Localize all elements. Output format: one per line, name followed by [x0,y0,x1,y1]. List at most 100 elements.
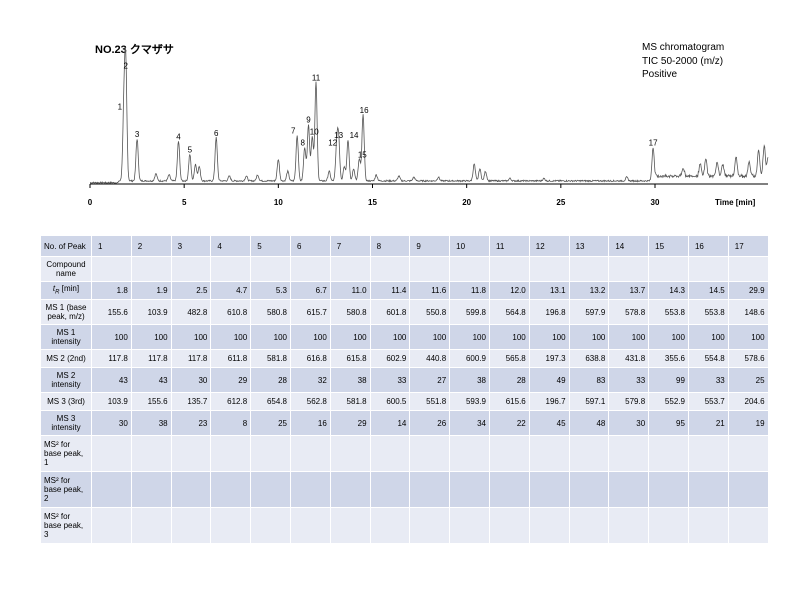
table-cell: 45 [528,410,570,436]
table-cell: 148.6 [727,299,769,325]
table-cell [289,507,331,544]
table-cell: 30 [170,367,212,393]
table-cell: 30 [91,410,132,436]
table-cell: 28 [488,367,530,393]
peak-label: 14 [350,131,359,140]
x-axis-label: Time [min] [715,198,756,207]
peak-label: 16 [360,106,369,115]
peak-label: 3 [135,130,140,139]
table-cell: 117.8 [170,349,212,368]
peak-number: 17 [727,235,769,257]
table-cell [449,256,490,282]
table-cell: 551.8 [409,392,451,411]
table-cell: 34 [449,410,490,436]
peak-label: 11 [312,74,321,83]
table-cell [488,256,530,282]
peak-number: 9 [409,235,451,257]
table-cell: 29 [329,410,371,436]
x-tick-label: 20 [462,198,471,207]
table-cell: 611.8 [210,349,252,368]
table-cell [91,507,132,544]
table-cell [687,435,729,472]
peak-label: 1 [118,102,123,111]
table-cell: 6.7 [289,281,331,300]
table-cell: 615.8 [329,349,371,368]
peak-number: 11 [488,235,530,257]
table-cell [170,507,212,544]
table-cell: 22 [488,410,530,436]
peak-number: 5 [250,235,291,257]
table-cell [91,256,132,282]
table-cell: 100 [91,324,132,350]
table-cell: 554.8 [687,349,729,368]
table-cell [369,471,411,508]
table-cell: 11.0 [329,281,371,300]
table-cell [727,256,769,282]
table-cell: 25 [250,410,291,436]
table-cell [648,435,689,472]
info-line-1: MS chromatogram [642,42,725,53]
table-cell: 579.8 [608,392,650,411]
table-cell: 12.0 [488,281,530,300]
table-cell [449,507,490,544]
table-cell: 14.3 [648,281,689,300]
table-cell: 5.3 [250,281,291,300]
table-cell: 638.8 [568,349,610,368]
table-cell [130,256,172,282]
table-cell [210,435,252,472]
table-cell [687,471,729,508]
table-cell: 29 [210,367,252,393]
table-cell [289,471,331,508]
table-cell: 16 [289,410,331,436]
table-cell [488,507,530,544]
table-cell: 597.1 [568,392,610,411]
table-cell: 14 [369,410,411,436]
table-cell: 654.8 [250,392,291,411]
table-row: MS 1 intensity 100 100 100 100 100 100 100 100 10… [40,324,769,350]
table-cell [250,256,291,282]
table-cell: 100 [608,324,650,350]
peak-label: 9 [306,116,311,125]
table-cell: 196.7 [528,392,570,411]
peak-label: 2 [124,62,129,71]
table-cell [250,435,291,472]
table-cell: 103.9 [130,299,172,325]
x-tick-label: 25 [556,198,565,207]
table-cell [170,435,212,472]
table-cell [608,256,650,282]
table-cell: 14.5 [687,281,729,300]
table-cell [727,471,769,508]
table-cell [608,507,650,544]
peak-number: 1 [91,235,132,257]
table-cell: 19 [727,410,769,436]
table-cell [210,507,252,544]
table-cell [687,256,729,282]
table-cell: 103.9 [91,392,132,411]
table-cell [210,471,252,508]
table-cell [687,507,729,544]
table-cell: 564.8 [488,299,530,325]
table-cell: 117.8 [130,349,172,368]
table-cell: 100 [210,324,252,350]
table-cell: 100 [329,324,371,350]
table-cell: 550.8 [409,299,451,325]
table-cell: 27 [409,367,451,393]
row-label: MS 1 (base peak, m/z) [40,299,92,325]
table-cell [568,256,610,282]
table-cell: 100 [170,324,212,350]
table-cell: 117.8 [91,349,132,368]
table-row: tR [min] 1.8 1.9 2.5 4.7 5.3 6.7 11.0 11.4 11.6 11… [40,281,769,300]
table-cell: 100 [449,324,490,350]
table-cell: 33 [687,367,729,393]
table-cell [727,507,769,544]
table-cell [528,471,570,508]
table-cell: 580.8 [329,299,371,325]
table-cell: 100 [488,324,530,350]
table-cell: 565.8 [488,349,530,368]
table-cell: 43 [130,367,172,393]
table-cell [250,507,291,544]
table-cell: 43 [91,367,132,393]
table-cell: 26 [409,410,451,436]
table-cell: 601.8 [369,299,411,325]
peak-label: 13 [334,131,343,140]
